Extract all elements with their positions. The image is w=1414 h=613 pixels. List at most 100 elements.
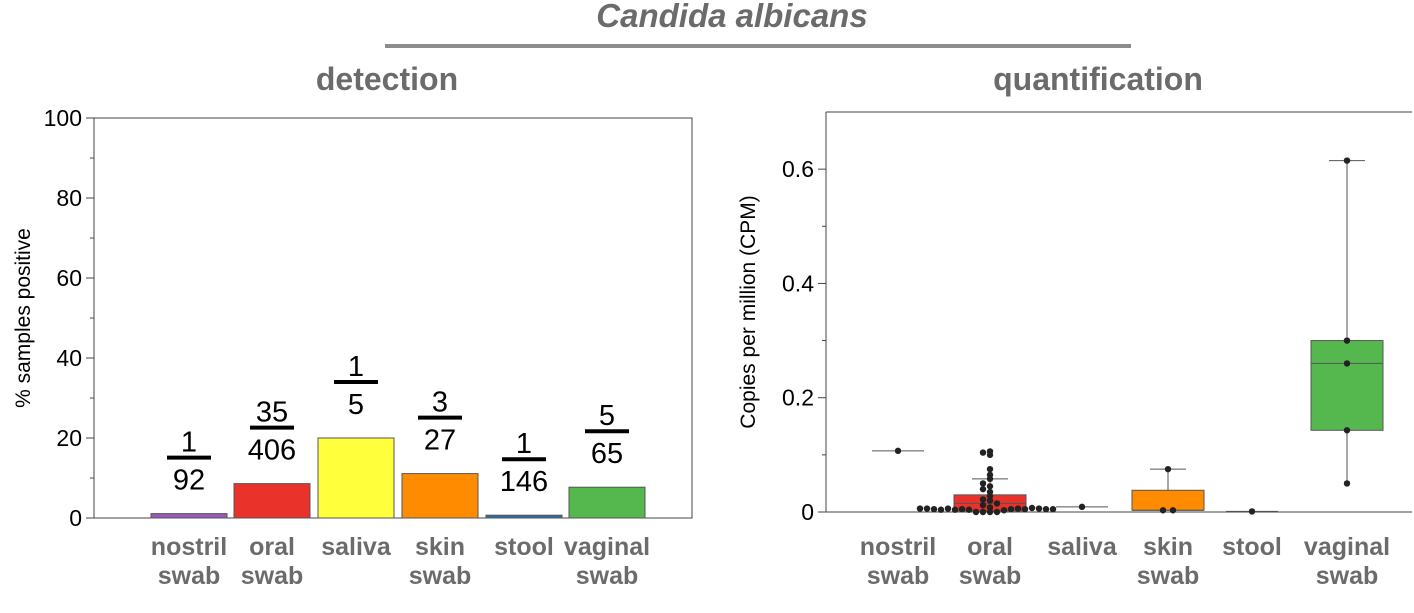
data-point	[986, 497, 994, 504]
data-point	[1000, 507, 1008, 514]
data-point	[923, 505, 931, 512]
x-category-label: swab	[1316, 562, 1379, 590]
data-point	[986, 488, 994, 496]
bar	[401, 473, 479, 519]
x-category-label: oral	[967, 533, 1013, 561]
data-point	[1159, 507, 1167, 514]
x-category-label: swab	[158, 562, 221, 590]
y-axis-label: % samples positive	[12, 228, 35, 408]
x-category-label: swab	[409, 562, 472, 590]
figure-title: Candida albicans	[596, 0, 867, 34]
data-point	[1049, 505, 1057, 513]
quantification-panel: quantification 0 0.2 0.4 0.6 Copies per mill…	[737, 61, 1412, 590]
data-point	[1343, 360, 1351, 367]
data-point	[1164, 465, 1172, 473]
y-tick-label: 0.6	[782, 156, 814, 182]
x-category-label: saliva	[1047, 533, 1118, 561]
x-category-label: stool	[1222, 533, 1282, 561]
data-point	[1343, 337, 1351, 344]
data-point	[1021, 505, 1029, 513]
x-category-label: swab	[959, 562, 1022, 590]
data-point	[993, 500, 1001, 507]
data-point	[979, 496, 987, 503]
bar-fraction-numerator: 5	[599, 400, 615, 432]
data-point	[1248, 508, 1256, 515]
data-point	[1035, 505, 1043, 512]
y-tick-label: 100	[44, 105, 82, 131]
y-tick-label: 80	[56, 185, 82, 211]
data-point	[993, 508, 1001, 516]
data-point	[916, 505, 924, 512]
detection-panel: detection 0 20 40 60 80 100 % samples positive…	[12, 61, 693, 590]
quantification-title: quantification	[993, 61, 1203, 97]
x-category-label: swab	[1137, 562, 1200, 590]
data-point	[972, 508, 980, 516]
data-point	[1078, 503, 1086, 511]
data-point	[944, 505, 952, 512]
bar-fraction-denominator: 65	[591, 438, 623, 470]
data-point	[986, 471, 994, 479]
bar	[485, 514, 563, 519]
y-tick-label: 0.2	[782, 385, 814, 411]
data-point	[937, 506, 945, 513]
x-category-label: skin	[1143, 533, 1193, 561]
data-point	[930, 505, 938, 513]
data-point	[986, 483, 994, 490]
data-point	[1014, 505, 1022, 512]
data-point	[979, 480, 987, 487]
data-point	[979, 449, 987, 456]
x-category-label: swab	[241, 562, 304, 590]
data-point	[1169, 507, 1177, 514]
data-point	[1042, 505, 1050, 513]
data-point	[965, 506, 973, 513]
box	[1310, 340, 1384, 431]
x-category-label: nostril	[860, 533, 936, 561]
box	[1131, 489, 1205, 511]
y-tick-label: 0.4	[782, 270, 814, 296]
bar-fraction-denominator: 146	[500, 466, 548, 498]
y-tick-label: 20	[56, 425, 82, 451]
data-point	[958, 505, 966, 513]
x-category-label: saliva	[321, 533, 392, 561]
y-tick-label: 0	[801, 499, 814, 525]
bar-fraction-denominator: 5	[348, 389, 364, 421]
x-category-label: oral	[249, 533, 295, 561]
data-point	[979, 485, 987, 493]
y-tick-label: 0	[69, 505, 82, 531]
x-category-label: stool	[494, 533, 554, 561]
data-point	[979, 508, 987, 516]
data-point	[986, 504, 994, 511]
data-point	[951, 506, 959, 513]
data-point	[986, 508, 994, 516]
detection-title: detection	[316, 61, 458, 97]
bar-fraction-denominator: 27	[424, 425, 456, 457]
x-category-label: skin	[415, 533, 465, 561]
x-category-label: nostril	[151, 533, 227, 561]
y-tick-label: 40	[56, 345, 82, 371]
data-point	[986, 448, 994, 455]
y-tick-label: 60	[56, 265, 82, 291]
x-category-label: swab	[576, 562, 639, 590]
bar	[568, 486, 646, 519]
bar	[317, 437, 395, 519]
data-point	[1343, 157, 1351, 164]
bar-fraction-denominator: 92	[173, 465, 205, 497]
y-axis-label: Copies per million (CPM)	[737, 195, 760, 428]
bar-fraction-numerator: 3	[432, 387, 448, 419]
bar	[233, 483, 311, 519]
x-category-label: vaginal	[564, 533, 650, 561]
bar-fraction-numerator: 1	[181, 427, 197, 459]
x-category-label: swab	[867, 562, 930, 590]
data-point	[1028, 504, 1036, 512]
data-point	[1343, 480, 1351, 487]
bar-fraction-numerator: 1	[348, 351, 364, 383]
data-point	[979, 501, 987, 509]
bar-fraction-denominator: 406	[248, 435, 296, 467]
data-point	[1007, 505, 1015, 513]
bar-fraction-numerator: 1	[516, 428, 532, 460]
bar	[150, 513, 228, 519]
x-category-label: vaginal	[1304, 533, 1390, 561]
data-point	[894, 447, 902, 455]
data-point	[986, 465, 994, 473]
